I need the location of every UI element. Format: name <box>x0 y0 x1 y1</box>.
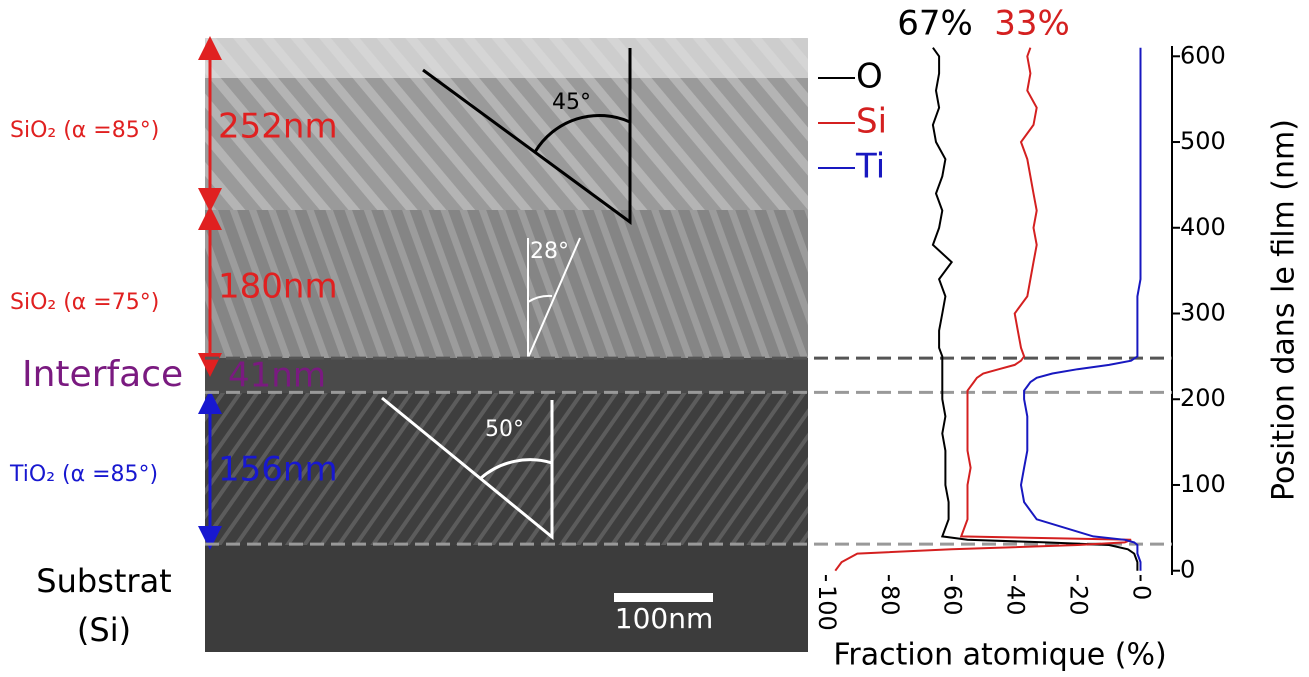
series-line <box>834 47 1132 572</box>
y-tick-label: 600 <box>1180 41 1226 69</box>
legend-label: Ti <box>855 147 885 187</box>
angle-label: 28° <box>530 239 569 264</box>
layer-label: Interface <box>22 354 183 395</box>
x-tick-label: 60 <box>939 585 967 616</box>
y-tick-label: 100 <box>1180 470 1226 498</box>
thickness: 41nm <box>228 356 326 396</box>
x-axis-title: Fraction atomique (%) <box>833 638 1166 673</box>
series-line <box>1019 47 1142 571</box>
scale-bar-label: 100nm <box>615 602 713 635</box>
y-tick-label: 300 <box>1180 299 1226 327</box>
x-tick-label: 40 <box>1002 585 1030 616</box>
annotation: 67% <box>897 4 973 44</box>
y-tick-label: 200 <box>1180 384 1226 412</box>
y-tick-label: 400 <box>1180 213 1226 241</box>
y-tick-label: 0 <box>1180 556 1195 584</box>
layer-label: SiO₂ (α =85°) <box>10 118 159 143</box>
legend-label: Si <box>856 102 887 142</box>
legend-label: O <box>856 57 883 97</box>
layer-label: SiO₂ (α =75°) <box>10 290 159 315</box>
angle-label: 45° <box>552 90 591 115</box>
x-tick-label: 20 <box>1065 585 1093 616</box>
x-tick-label: 0 <box>1128 585 1156 600</box>
thickness: 180nm <box>218 267 338 307</box>
tem-image <box>198 36 808 652</box>
series-line <box>931 47 1139 571</box>
y-axis-title: Position dans le film (nm) <box>1267 119 1302 501</box>
x-tick-label: 80 <box>876 585 904 616</box>
x-tick-label: 100 <box>813 585 841 631</box>
substrate-label: Substrat <box>36 562 171 600</box>
substrate-label: (Si) <box>77 611 131 649</box>
angle-label: 50° <box>485 417 524 442</box>
thickness: 156nm <box>218 450 338 490</box>
thickness: 252nm <box>218 107 338 147</box>
annotation: 33% <box>994 4 1070 44</box>
layer-label: TiO₂ (α =85°) <box>9 462 158 487</box>
y-tick-label: 500 <box>1180 127 1226 155</box>
